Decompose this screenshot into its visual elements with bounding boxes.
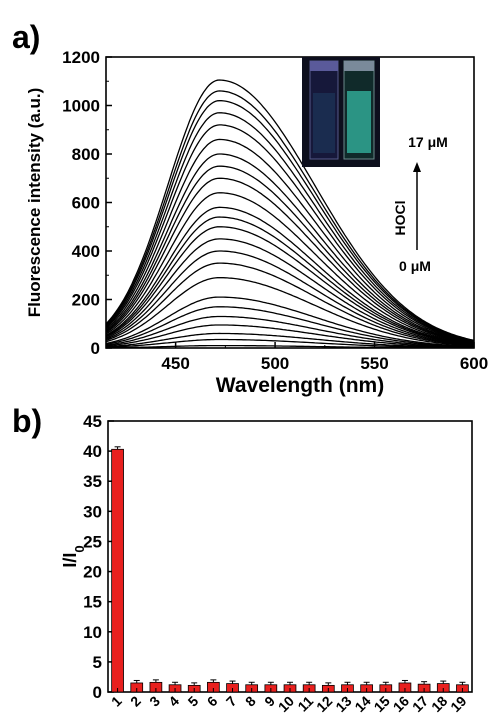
x-tick-label: 500 — [261, 354, 289, 373]
spectrum-line-17 — [105, 165, 475, 344]
y-tick-label: 35 — [83, 472, 102, 491]
spectrum-line-4 — [105, 324, 474, 348]
x-tick-label: 450 — [161, 354, 189, 373]
x-tick-label: 7 — [223, 693, 240, 710]
spectrum-line-19 — [105, 138, 475, 343]
annotation-middle: HOCl — [392, 201, 408, 236]
plot-frame — [107, 420, 473, 693]
x-tick-label: 600 — [460, 354, 488, 373]
cuvette-right-cap — [344, 61, 374, 71]
x-tick-label: 1 — [108, 693, 125, 710]
spectrum-line-18 — [105, 153, 475, 344]
spectrum-line-3 — [105, 332, 474, 349]
spectrum-line-13 — [105, 216, 475, 345]
x-tick-label: 4 — [165, 693, 182, 710]
plot-frame — [105, 56, 475, 349]
y-tick-label: 0 — [93, 683, 102, 702]
spectrum-line-1 — [106, 344, 474, 349]
y-tick-label: 25 — [83, 532, 102, 551]
y-tick-label: 0 — [91, 339, 100, 358]
y-axis-label: I/I0 — [60, 545, 87, 567]
y-tick-label: 15 — [83, 593, 102, 612]
bar-1 — [111, 448, 124, 693]
spectrum-line-14 — [105, 206, 475, 345]
y-tick-label: 1200 — [62, 48, 100, 67]
y-tick-label: 5 — [93, 653, 102, 672]
y-tick-label: 40 — [83, 442, 102, 461]
spectrum-line-2 — [106, 338, 475, 349]
x-tick-label: 550 — [360, 354, 388, 373]
y-tick-label: 1000 — [62, 97, 100, 116]
cuvette-left-solution — [313, 93, 335, 153]
spectrum-line-12 — [105, 226, 475, 346]
x-tick-label: 8 — [242, 693, 259, 710]
arrow-head — [413, 162, 421, 172]
y-tick-label: 400 — [72, 242, 100, 261]
x-tick-label: 3 — [146, 693, 163, 710]
annotation-bottom: 0 μM — [399, 258, 431, 274]
panel-a-label: a) — [12, 19, 40, 55]
y-tick-label: 10 — [83, 623, 102, 642]
fluorescence-spectra-chart: 0 200 400 600 800 1000 1200 450 500 550 600 Wavelen… — [25, 48, 488, 397]
spectrum-line-20 — [105, 124, 475, 343]
y-tick-label: 30 — [83, 502, 102, 521]
x-tick-label: 9 — [261, 693, 278, 710]
y-tick-label: 600 — [72, 194, 100, 213]
spectrum-line-23 — [105, 90, 475, 342]
x-tick-label: 19 — [447, 693, 469, 714]
x-tick-label: 5 — [185, 693, 202, 710]
spectrum-line-10 — [105, 250, 475, 346]
spectrum-line-22 — [105, 100, 475, 342]
x-tick-label: 6 — [204, 693, 221, 710]
spectrum-line-9 — [105, 262, 475, 347]
spectrum-line-11 — [105, 238, 475, 346]
spectrum-line-5 — [105, 315, 475, 348]
annotation-top: 17 μM — [408, 134, 448, 150]
x-axis-label: Wavelength (nm) — [216, 374, 384, 397]
y-tick-label: 45 — [83, 412, 102, 431]
y-tick-label: 200 — [72, 291, 100, 310]
spectrum-line-15 — [105, 192, 475, 345]
y-tick-label: 20 — [83, 563, 102, 582]
panel-b-label: b) — [12, 403, 42, 439]
cuvette-left-cap — [310, 61, 338, 71]
spectrum-line-16 — [105, 177, 475, 344]
spectrum-line-7 — [105, 296, 474, 348]
y-tick-label: 800 — [72, 145, 100, 164]
spectrum-line-21 — [105, 112, 475, 342]
cuvette-right-solution — [347, 91, 371, 153]
spectrum-line-6 — [105, 306, 474, 348]
spectrum-line-8 — [105, 277, 475, 347]
x-tick-label: 2 — [127, 693, 144, 710]
spectrum-line-24 — [105, 79, 475, 341]
y-axis-label: Fluorescence intensity (a.u.) — [25, 88, 44, 318]
